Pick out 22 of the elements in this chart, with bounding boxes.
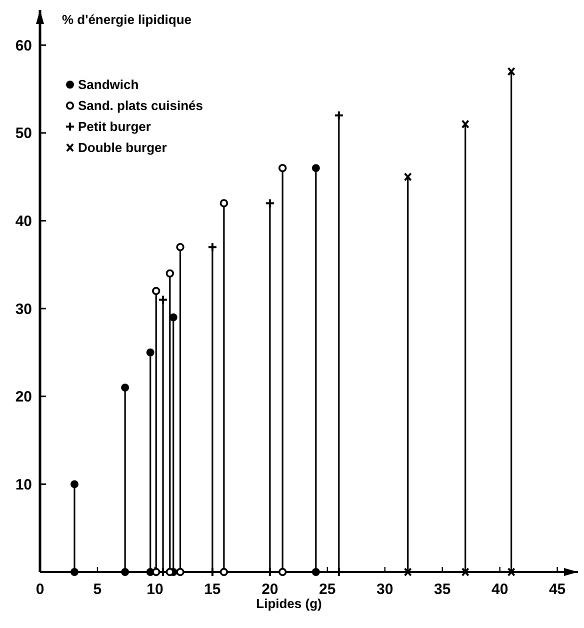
x-tick-label: 25 [319, 581, 336, 598]
y-tick-label: 60 [15, 37, 32, 54]
legend-label: Petit burger [78, 119, 151, 134]
x-tick-label: 10 [146, 581, 164, 598]
x-axis-title: Lipides (g) [256, 596, 322, 611]
y-axis-title: % d'énergie lipidique [62, 12, 192, 27]
x-tick-label: 15 [204, 581, 221, 598]
x-tick-label: 0 [36, 581, 44, 598]
x-tick-label: 5 [93, 581, 102, 598]
y-tick-label: 20 [15, 388, 32, 406]
y-tick-label: 10 [15, 476, 32, 494]
legend-label: Double burger [78, 140, 167, 156]
x-tick-label: 30 [376, 581, 394, 598]
y-tick-label: 50 [15, 125, 32, 142]
x-tick-label: 20 [262, 581, 278, 598]
y-tick-label: 30 [15, 300, 32, 318]
x-tick-label: 40 [491, 581, 508, 598]
x-tick-label: 35 [434, 581, 451, 598]
x-tick-label: 45 [548, 581, 566, 598]
legend-label: Sandwich [78, 77, 139, 92]
legend-label: Sand. plats cuisinés [78, 98, 203, 114]
y-tick-label: 40 [15, 213, 32, 230]
